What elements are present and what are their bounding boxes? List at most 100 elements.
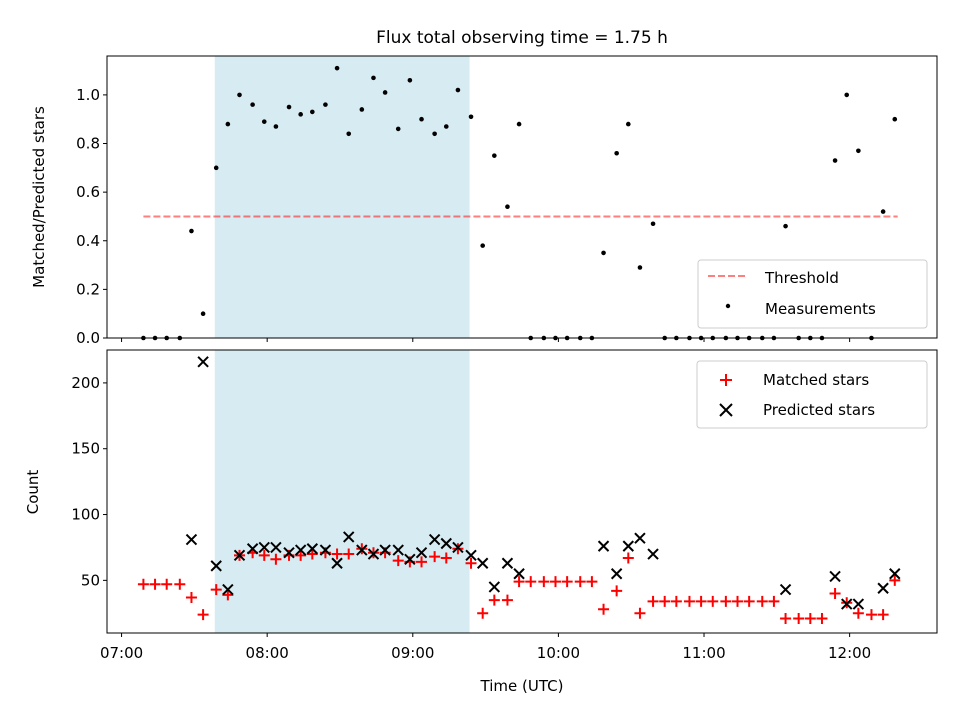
matched-star-point <box>877 609 889 621</box>
matched-star-point <box>477 607 489 619</box>
top-legend-box <box>697 259 928 329</box>
predicted-star-point <box>488 581 501 593</box>
matched-star-point <box>549 576 561 588</box>
chart-title: Flux total observing time = 1.75 h <box>376 28 668 48</box>
matched-star-point <box>732 595 744 607</box>
predicted-star-point <box>476 557 489 569</box>
predicted-star-point <box>877 582 889 594</box>
measurement-point <box>200 311 206 316</box>
matched-star-point <box>889 574 901 586</box>
matched-star-point <box>670 595 682 607</box>
predicted-legend-swatch <box>719 403 733 417</box>
matched-star-point <box>865 609 877 621</box>
predicted-star-point <box>356 544 368 556</box>
matched-star-point <box>586 576 598 588</box>
predicted-star-point <box>452 541 464 554</box>
predicted-star-point <box>319 544 332 556</box>
matched-star-point <box>659 595 671 607</box>
matched-star-point <box>634 607 646 619</box>
matched-star-point <box>343 548 355 560</box>
matched-star-point <box>720 595 732 607</box>
matched-star-point <box>174 578 186 590</box>
measurement-point <box>237 92 242 98</box>
predicted-star-point <box>501 557 514 569</box>
matched-star-point <box>392 555 404 567</box>
measurement-point <box>625 121 631 127</box>
predicted-star-point <box>294 544 307 556</box>
bottom-xtick-label: 10:00 <box>537 644 580 662</box>
matched-star-point <box>622 552 634 564</box>
top-ytick-label: 0.8 <box>76 135 100 153</box>
predicted-star-point <box>222 583 234 596</box>
matched-star-point <box>137 578 149 590</box>
top-plot-frame <box>106 55 938 339</box>
matched-star-point <box>707 595 719 607</box>
measurement-point <box>856 148 861 154</box>
matched-star-point <box>416 556 428 568</box>
matched-star-point <box>488 594 500 606</box>
matched-star-point <box>743 595 755 607</box>
measurement-point <box>286 104 292 110</box>
matched-star-point <box>185 591 197 603</box>
predicted-star-point <box>415 546 428 559</box>
predicted-star-point <box>852 598 865 610</box>
bottom-xtick-label: 12:00 <box>828 644 871 662</box>
predicted-star-point <box>392 544 404 556</box>
matched-star-point <box>611 585 623 597</box>
matched-star-point <box>270 553 282 565</box>
measurement-point <box>505 204 510 210</box>
matched-star-point <box>161 578 173 590</box>
bottom-legend-box <box>696 360 928 429</box>
matched-star-point <box>756 595 768 607</box>
matched-star-point <box>598 603 610 615</box>
predicted-legend-label: Predicted stars <box>763 401 875 419</box>
predicted-star-point <box>634 532 646 544</box>
predicted-star-point <box>647 548 659 560</box>
bottom-ylabel: Count <box>24 470 42 515</box>
top-ytick-label: 0.0 <box>76 329 100 347</box>
predicted-star-point <box>270 541 282 554</box>
predicted-star-point <box>841 598 853 610</box>
matched-star-point <box>793 613 805 625</box>
bottom-panel: 50 100 150 200 07:00 08:00 09:00 10:00 11:00 12:… <box>24 349 938 695</box>
threshold-legend-label: Threshold <box>764 269 839 287</box>
predicted-star-point <box>428 533 441 546</box>
top-ytick-label: 0.4 <box>76 232 100 250</box>
measurement-point <box>273 124 279 129</box>
matched-star-point <box>210 584 222 596</box>
predicted-star-point <box>889 568 901 580</box>
observing-window-span <box>214 350 470 633</box>
matched-legend-label: Matched stars <box>763 371 869 389</box>
matched-star-point <box>647 595 659 607</box>
measurement-point <box>468 114 474 120</box>
matched-star-point <box>465 557 477 569</box>
matched-star-point <box>258 549 270 561</box>
measurements-legend-swatch <box>725 303 731 309</box>
predicted-star-point <box>258 541 270 554</box>
observing-window-span <box>214 56 470 338</box>
matched-star-point <box>538 576 550 588</box>
predicted-star-point <box>233 549 246 562</box>
predicted-star-point <box>331 557 343 569</box>
predicted-star-point <box>779 583 792 596</box>
predicted-star-point <box>610 568 623 580</box>
matched-star-point <box>501 594 513 606</box>
measurement-point <box>892 116 898 122</box>
top-ytick-label: 0.6 <box>76 183 100 201</box>
top-ytick-label: 1.0 <box>76 86 100 104</box>
measurement-point <box>261 119 267 124</box>
top-panel: 0.0 0.2 0.4 0.6 0.8 1.0 Matched/Predicted sta… <box>30 55 938 347</box>
measurement-point <box>419 116 424 122</box>
top-legend: Threshold Measurements <box>697 259 928 329</box>
bottom-xtick-label: 11:00 <box>682 644 725 662</box>
matched-star-point <box>222 589 234 601</box>
matched-star-point <box>429 551 441 563</box>
top-ylabel: Matched/Predicted stars <box>30 106 48 288</box>
measurement-point <box>407 78 413 83</box>
measurement-point <box>432 131 437 137</box>
matched-star-point <box>574 576 586 588</box>
bottom-ytick-label: 50 <box>81 571 100 589</box>
predicted-star-point <box>283 546 295 559</box>
measurement-point <box>880 209 886 214</box>
measurement-point <box>395 126 401 132</box>
